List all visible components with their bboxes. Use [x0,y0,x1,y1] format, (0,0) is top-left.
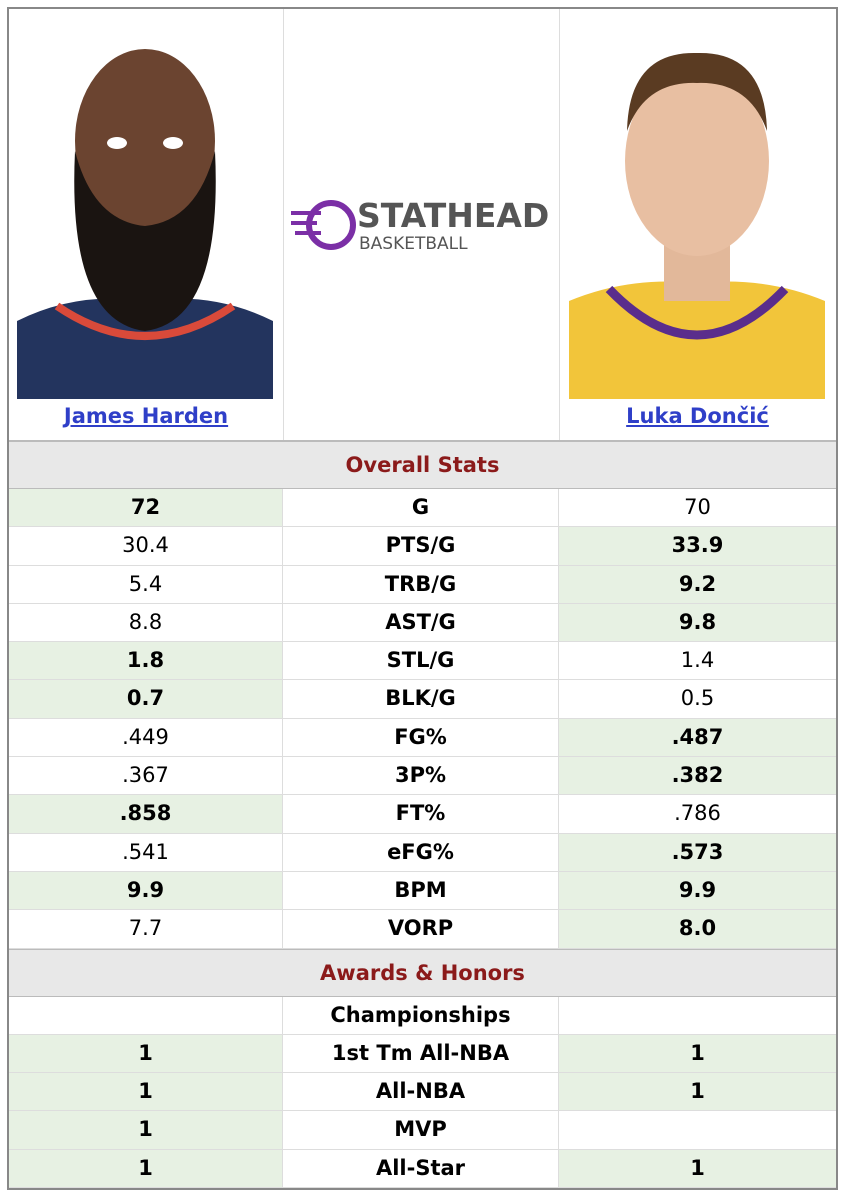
left-value: 1 [9,1073,283,1111]
comparison-table: James Harden STATHEAD BASKETBALL Luka Do… [7,7,838,1191]
stat-row: 1 1st Tm All-NBA 1 [9,1034,836,1074]
left-value: 1 [9,1111,283,1149]
stat-label: All-Star [283,1149,559,1188]
right-value: 9.9 [559,871,836,910]
stat-row: 9.9 BPM 9.9 [9,871,836,911]
section-header: Awards & Honors [9,948,836,997]
stat-label: G [283,489,559,527]
brand-logo: STATHEAD BASKETBALL [291,199,549,254]
stat-row: Championships [9,996,836,1035]
stat-label: STL/G [283,642,559,680]
left-value: 0.7 [9,680,283,718]
stat-label: PTS/G [283,527,559,565]
right-value: 9.2 [559,565,836,603]
player-link[interactable]: James Harden [63,404,229,428]
table-body: Overall Stats 72 G 70 30.4 PTS/G 33.9 5.4 TRB/G 9… [9,441,836,1189]
right-value: .786 [674,801,721,826]
stat-row: 8.8 AST/G 9.8 [9,603,836,643]
stat-label: 3P% [283,757,559,795]
stat-row: 1 All-Star 1 [9,1149,836,1189]
left-value [9,996,283,1034]
right-value [559,1111,836,1148]
stat-label: BLK/G [283,680,559,718]
left-value: 1 [9,1149,283,1188]
stat-label: FT% [283,795,559,833]
player-photo [17,21,273,399]
right-value: .487 [559,718,836,757]
stat-row: 7.7 VORP 8.0 [9,910,836,949]
header-row: James Harden STATHEAD BASKETBALL Luka Do… [9,9,836,441]
right-value: 1 [559,1149,836,1188]
left-value: 1 [9,1034,283,1073]
stat-label: 1st Tm All-NBA [283,1034,559,1073]
stat-row: 0.7 BLK/G 0.5 [9,680,836,719]
stat-label: All-NBA [283,1073,559,1111]
brand-name: STATHEAD [357,199,549,235]
left-value: .449 [9,718,283,757]
left-value: 5.4 [9,565,283,603]
stat-row: 30.4 PTS/G 33.9 [9,527,836,566]
player-photo [569,21,825,399]
right-value: 8.0 [559,910,836,948]
stat-row: 1 All-NBA 1 [9,1073,836,1112]
stat-row: .367 3P% .382 [9,757,836,796]
stat-label: TRB/G [283,565,559,603]
stat-row: .541 eFG% .573 [9,833,836,872]
stat-label: eFG% [283,833,559,871]
player-cell: James Harden [9,9,284,440]
left-value: 1.8 [9,642,283,680]
stat-label: BPM [283,871,559,910]
right-value: 1 [559,1034,836,1073]
stat-row: 1 MVP [9,1111,836,1150]
stat-label: VORP [283,910,559,948]
stat-label: AST/G [283,603,559,642]
right-value: 9.8 [559,603,836,642]
right-value: .382 [559,757,836,795]
left-value: 8.8 [9,603,283,642]
left-value: 30.4 [9,527,283,565]
right-value: 70 [684,495,711,519]
left-value: 72 [9,489,283,527]
right-value: 1.4 [680,648,715,673]
left-value: .367 [9,757,283,795]
brand-sub: BASKETBALL [359,234,468,254]
right-value [559,997,836,1034]
stat-row: .858 FT% .786 [9,795,836,834]
stat-label: Championships [283,996,559,1034]
stat-label: MVP [283,1111,559,1149]
stat-row: 5.4 TRB/G 9.2 [9,565,836,604]
stat-label: FG% [283,718,559,757]
stat-row: 1.8 STL/G 1.4 [9,642,836,681]
player-link[interactable]: Luka Dončić [626,404,769,428]
brand-cell: STATHEAD BASKETBALL [283,9,560,440]
stat-row: .449 FG% .487 [9,718,836,758]
right-value: 33.9 [559,527,836,565]
left-value: .541 [9,833,283,871]
left-value: 9.9 [9,871,283,910]
stat-row: 72 G 70 [9,489,836,528]
right-value: 1 [559,1073,836,1111]
left-value: .858 [9,795,283,833]
section-header: Overall Stats [9,441,836,489]
player-cell: Luka Dončić [559,9,836,440]
left-value: 7.7 [9,910,283,948]
right-value: .573 [559,833,836,871]
right-value: 0.5 [680,686,715,711]
